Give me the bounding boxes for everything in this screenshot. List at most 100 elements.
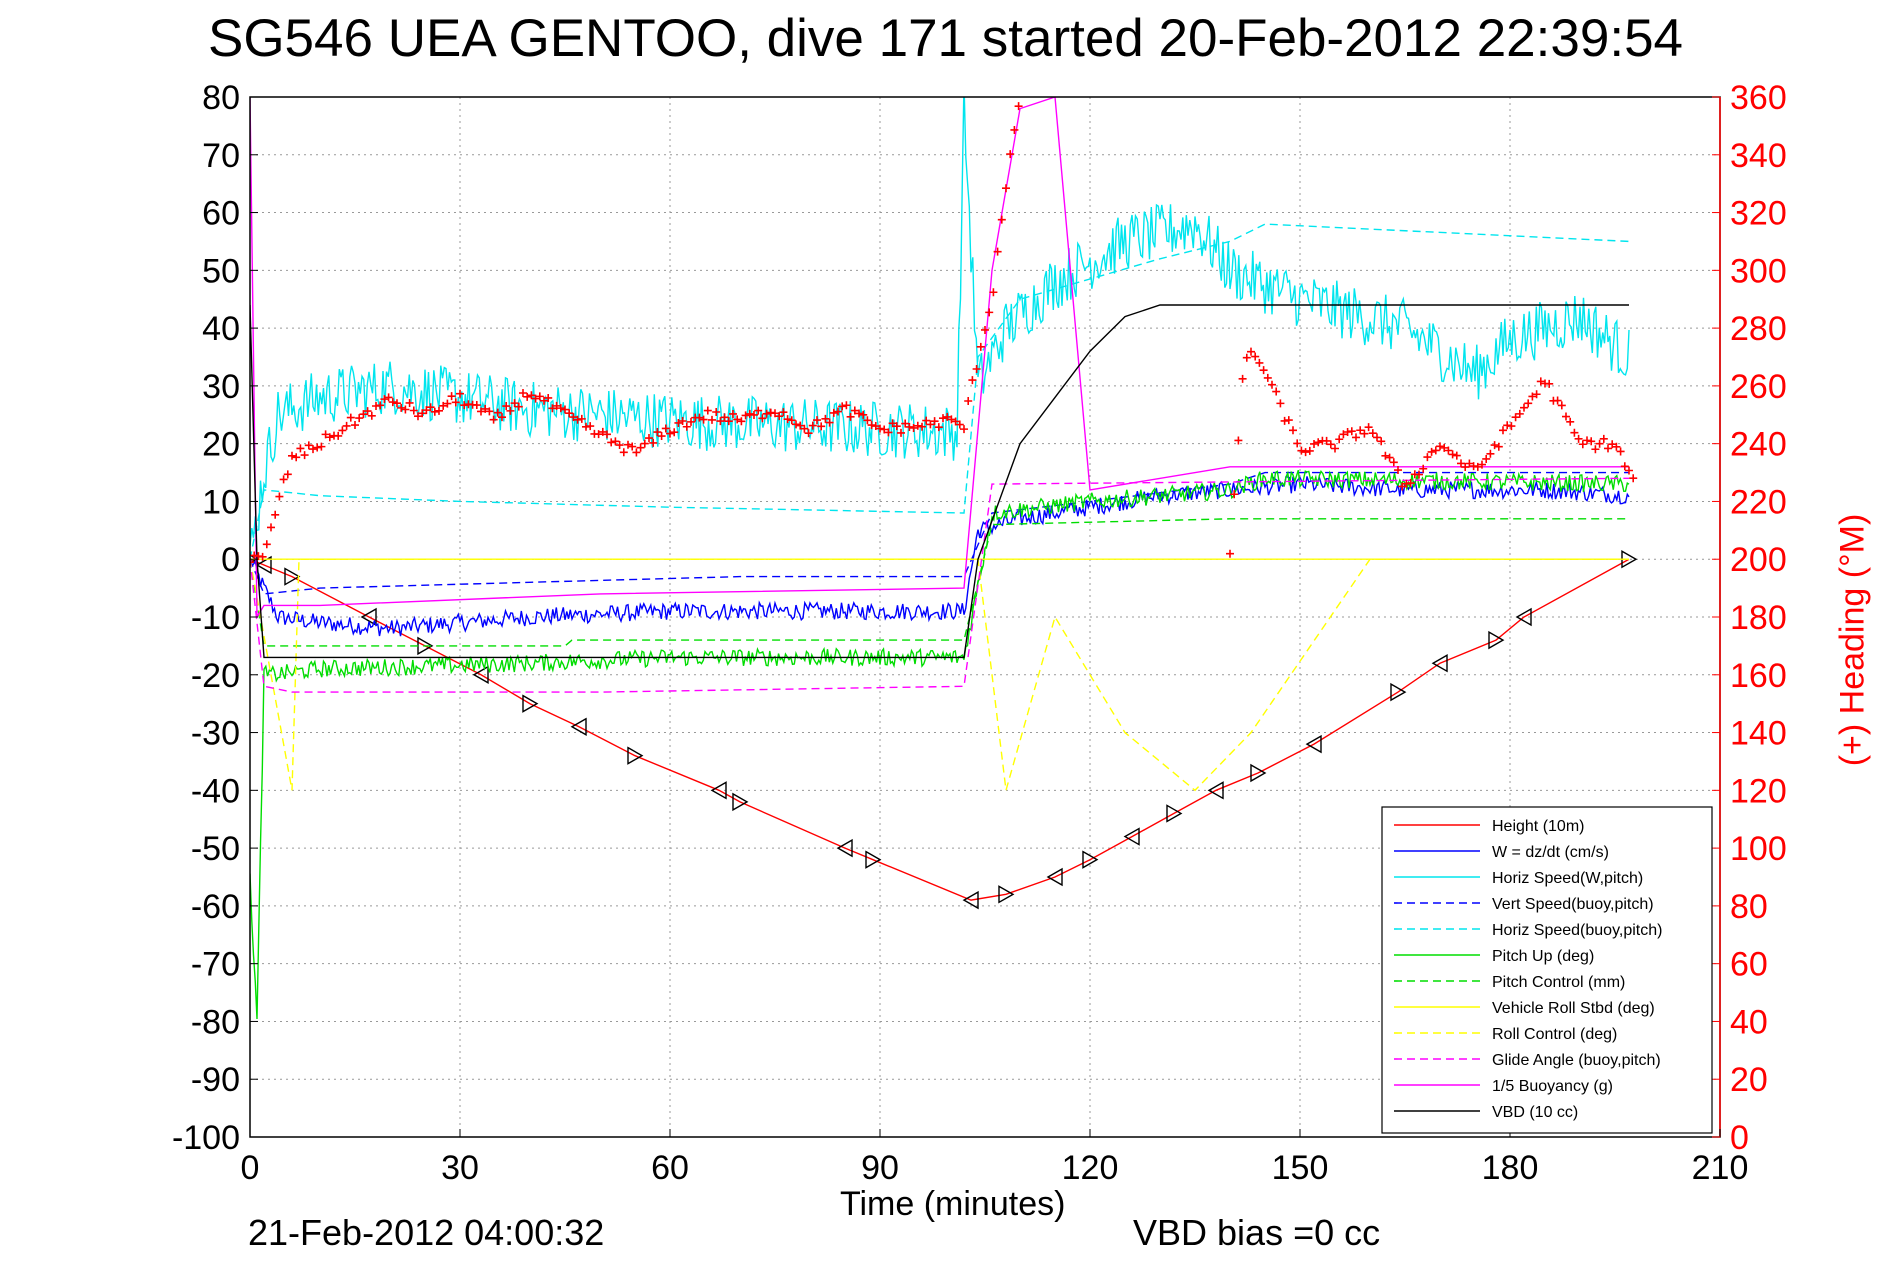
heading-marker <box>573 415 582 424</box>
heading-marker <box>1389 458 1398 467</box>
heading-marker <box>1352 433 1360 442</box>
heading-marker <box>359 410 368 419</box>
heading-marker <box>628 442 637 451</box>
height-marker <box>710 781 727 800</box>
heading-marker <box>796 421 805 430</box>
heading-marker <box>514 402 523 411</box>
heading-marker <box>1331 444 1339 453</box>
heading-marker <box>712 407 721 416</box>
heading-marker <box>1520 403 1528 412</box>
heading-marker <box>888 419 897 428</box>
heading-marker <box>981 325 989 334</box>
heading-marker <box>1360 429 1369 438</box>
heading-marker <box>1394 466 1402 475</box>
heading-marker <box>1305 446 1314 455</box>
y2-tick-label: 260 <box>1730 368 1787 406</box>
height-marker <box>1123 827 1140 846</box>
heading-marker <box>1620 462 1629 471</box>
height-marker <box>255 555 272 575</box>
heading-marker <box>1255 358 1264 367</box>
heading-marker <box>561 405 569 414</box>
heading-marker <box>1251 352 1260 361</box>
heading-marker <box>666 429 674 438</box>
x-tick-label: 90 <box>861 1149 899 1187</box>
heading-marker <box>1486 449 1495 458</box>
heading-marker <box>1326 440 1335 449</box>
heading-marker <box>800 424 809 433</box>
heading-marker <box>489 415 498 424</box>
heading-marker <box>871 422 880 431</box>
heading-marker <box>418 409 427 418</box>
x-axis-label: Time (minutes) <box>840 1185 1066 1223</box>
series-line <box>250 558 1629 792</box>
y2-tick-label: 20 <box>1730 1061 1768 1099</box>
heading-marker <box>1616 447 1625 456</box>
heading-marker <box>708 415 716 424</box>
heading-marker <box>544 393 553 402</box>
heading-marker <box>825 418 834 427</box>
heading-marker <box>279 475 288 484</box>
height-marker <box>522 694 539 713</box>
legend-box <box>1381 806 1713 1134</box>
heading-marker <box>913 421 922 430</box>
heading-marker <box>762 409 771 418</box>
y2-tick-label: 160 <box>1730 657 1787 695</box>
heading-marker <box>1599 434 1608 443</box>
heading-marker <box>1583 436 1591 445</box>
heading-marker <box>699 415 708 424</box>
heading-marker <box>384 393 393 402</box>
y-tick-label: 0 <box>221 541 240 579</box>
heading-marker <box>1230 490 1239 499</box>
heading-marker <box>1578 440 1587 449</box>
heading-marker <box>409 406 418 415</box>
height-markers <box>250 550 1638 910</box>
heading-marker <box>1457 459 1465 468</box>
heading-series <box>250 102 1023 567</box>
y2-tick-label: 280 <box>1730 310 1787 348</box>
heading-marker <box>283 470 292 479</box>
height-marker <box>472 665 489 684</box>
heading-marker <box>275 492 284 501</box>
heading-marker <box>1347 427 1356 436</box>
series-line <box>250 304 1629 659</box>
heading-marker <box>775 412 784 421</box>
heading-marker <box>1356 426 1365 435</box>
heading-marker <box>1310 439 1318 448</box>
heading-marker <box>519 389 527 398</box>
heading-marker <box>615 441 624 450</box>
series-line <box>250 477 1630 693</box>
heading-marker <box>317 442 326 451</box>
heading-marker <box>1570 428 1579 437</box>
height-marker <box>1250 763 1267 783</box>
heading-marker <box>1478 460 1486 469</box>
y-tick-label: 70 <box>202 137 240 175</box>
heading-marker <box>876 424 884 433</box>
heading-marker <box>1263 373 1272 382</box>
heading-marker <box>1314 438 1323 447</box>
heading-marker <box>351 421 359 430</box>
heading-marker <box>481 404 490 413</box>
legend-entry: Glide Angle (buoy,pitch) <box>1492 1052 1661 1069</box>
legend-entry: W = dz/dt (cm/s) <box>1492 844 1609 861</box>
heading-marker <box>1612 442 1621 451</box>
heading-marker <box>703 406 712 415</box>
heading-marker <box>451 398 460 407</box>
y-tick-label: -80 <box>191 1003 240 1041</box>
heading-marker <box>947 415 956 424</box>
heading-marker <box>1557 401 1566 410</box>
heading-marker <box>334 431 343 440</box>
heading-marker <box>1406 479 1415 488</box>
heading-marker <box>267 523 275 532</box>
heading-marker <box>1452 451 1461 460</box>
heading-marker <box>1293 439 1302 448</box>
heading-marker <box>1431 446 1440 455</box>
heading-marker <box>1343 428 1352 437</box>
heading-marker <box>754 406 763 415</box>
heading-marker <box>1465 459 1474 468</box>
y2-tick-label: 200 <box>1730 541 1787 579</box>
y2-tick-label: 220 <box>1730 483 1787 521</box>
heading-marker <box>939 414 947 423</box>
heading-marker <box>1562 412 1570 421</box>
y-tick-label: -100 <box>172 1119 240 1157</box>
